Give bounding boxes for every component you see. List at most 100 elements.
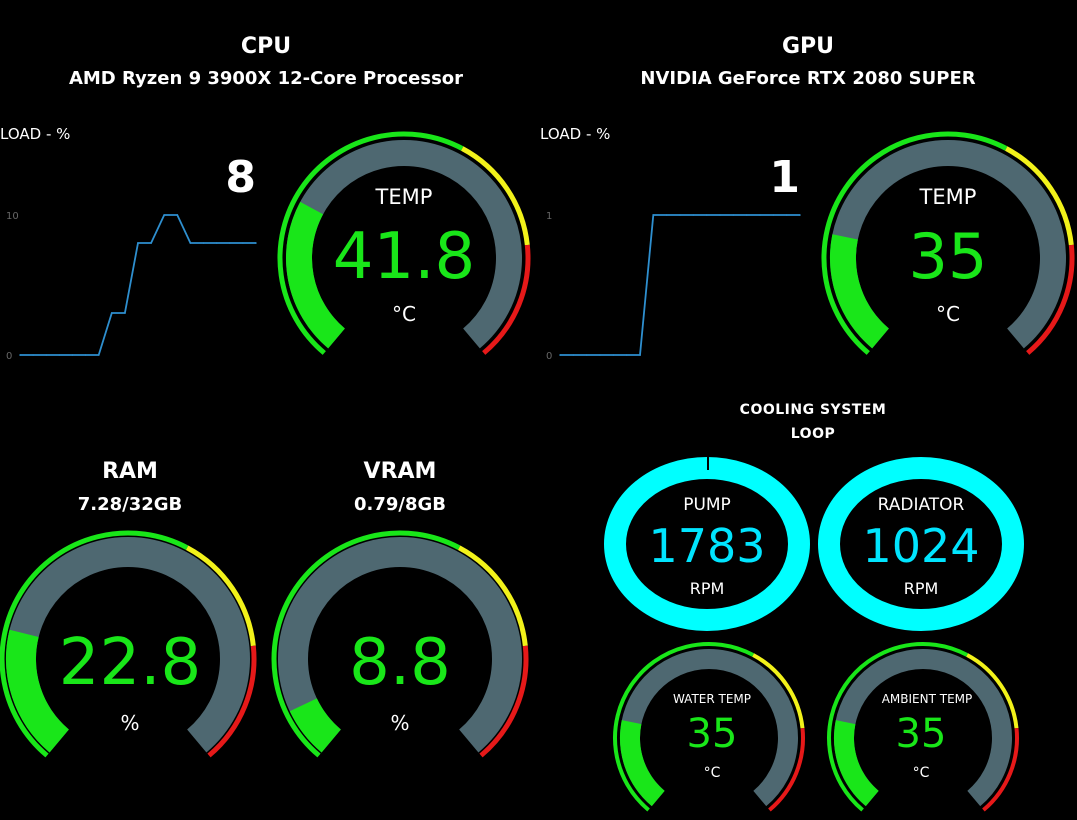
ram-fill [6, 629, 70, 753]
gpu-load-value: 1 [769, 152, 800, 203]
gpu-load-point [612, 354, 615, 356]
gpu-load-series-line [560, 214, 800, 356]
water-temp-fill [620, 720, 665, 807]
cpu-temp-unit: °C [392, 302, 416, 326]
vram-title: VRAM [363, 459, 437, 484]
gpu-load-point [639, 354, 641, 356]
gpu-temp-scale-yellow [1005, 146, 1074, 246]
vram-value: 8.8 [349, 626, 451, 700]
vram-unit: % [390, 711, 409, 735]
gpu-load-point [679, 214, 681, 216]
gpu-load-tick-max: 1 [546, 211, 552, 222]
gpu-load-point [665, 214, 668, 216]
gpu-load-point [799, 214, 801, 216]
gpu-load-chart: 1 1 0 [546, 152, 801, 362]
cpu-temp-fill [286, 201, 346, 349]
pump-unit: RPM [690, 579, 725, 598]
ambient-temp-scale-red [982, 727, 1019, 812]
vram-scale-yellow [457, 545, 528, 647]
ambient-temp-scale-yellow [966, 653, 1019, 729]
gpu-load-tick-min: 0 [546, 351, 552, 362]
cpu-temp-label: TEMP [375, 185, 433, 209]
water-temp-label: WATER TEMP [673, 692, 751, 706]
ram-gauge-arcs [0, 530, 257, 758]
ambient-temp-scale-green [827, 642, 969, 812]
gpu-load-point [745, 214, 748, 216]
cpu-temp-scale-yellow [461, 146, 530, 246]
cpu-model: AMD Ryzen 9 3900X 12-Core Processor [68, 68, 464, 89]
cpu-load-value: 8 [225, 152, 256, 203]
ambient-temp-label: AMBIENT TEMP [882, 692, 973, 706]
cpu-temp-scale-red [482, 244, 531, 355]
cpu-load-point [189, 242, 192, 244]
radiator-unit: RPM [904, 579, 939, 598]
radiator-value: 1024 [862, 519, 979, 573]
cpu-load-point [124, 312, 126, 314]
water-temp-gauge: WATER TEMP 35 °C [613, 642, 805, 812]
ambient-temp-unit: °C [913, 765, 930, 781]
vram-track [278, 537, 522, 753]
gpu-load-point [719, 214, 721, 216]
water-temp-scale-yellow [752, 653, 805, 729]
cpu-load-point [71, 354, 74, 356]
ram-usage: 7.28/32GB [77, 494, 183, 515]
cooling-title: COOLING SYSTEM [739, 402, 887, 418]
cpu-load-point [150, 242, 152, 244]
gpu-model: NVIDIA GeForce RTX 2080 SUPER [640, 68, 976, 89]
gpu-load-point [785, 214, 788, 216]
gpu-temp-scale-red [1026, 244, 1075, 355]
gpu-load-point [732, 214, 735, 216]
ram-title: RAM [102, 459, 158, 484]
cpu-load-point [97, 354, 100, 356]
cpu-load-point [45, 354, 47, 356]
cpu-title: CPU [240, 34, 292, 59]
gpu-temp-value: 35 [909, 220, 988, 293]
cpu-temp-scale-green [277, 131, 464, 355]
gpu-load-label: LOAD - % [540, 125, 611, 143]
ambient-temp-fill [834, 720, 879, 807]
ram-scale-yellow [185, 545, 256, 647]
cpu-load-tick-min: 0 [6, 351, 12, 362]
cpu-load-point [255, 242, 257, 244]
gpu-load-point [625, 354, 628, 356]
cpu-load-tick-max: 10 [6, 211, 19, 222]
gpu-load-point [692, 214, 695, 216]
cpu-load-point [176, 214, 179, 216]
gpu-temp-gauge: TEMP 35 °C [821, 131, 1075, 355]
radiator-label: RADIATOR [878, 495, 965, 515]
radiator-ring: RADIATOR 1024 RPM [818, 457, 1024, 631]
radiator-ring-track [818, 457, 1024, 631]
cpu-load-point [215, 242, 218, 244]
vram-scale-red [479, 645, 529, 758]
cooling-subtitle: LOOP [790, 426, 836, 442]
ambient-temp-value: 35 [896, 711, 947, 757]
gpu-load-point [572, 354, 575, 356]
cpu-load-point [163, 214, 165, 216]
ambient-temp-gauge-arcs [827, 642, 1019, 812]
gpu-temp-scale-green [821, 131, 1008, 355]
gpu-load-point [705, 214, 708, 216]
gpu-load-point [559, 354, 561, 356]
gpu-load-point [599, 354, 601, 356]
vram-scale-green [271, 530, 461, 758]
water-temp-scale-red [768, 727, 805, 812]
gpu-load-point [585, 354, 588, 356]
gpu-load-point [772, 214, 775, 216]
cpu-temp-gauge: TEMP 41.8 °C [277, 131, 531, 355]
ram-gauge: 22.8 % [0, 530, 257, 758]
water-temp-scale-green [613, 642, 755, 812]
ram-unit: % [120, 711, 139, 735]
pump-ring: PUMP 1783 RPM [604, 446, 810, 631]
water-temp-value: 35 [687, 711, 738, 757]
gpu-temp-label: TEMP [919, 185, 977, 209]
ram-value: 22.8 [59, 626, 202, 700]
gpu-load-point [759, 214, 761, 216]
cpu-load-point [32, 354, 34, 356]
ambient-temp-gauge: AMBIENT TEMP 35 °C [827, 642, 1019, 812]
cpu-load-point [202, 242, 205, 244]
gpu-temp-unit: °C [936, 302, 960, 326]
pump-label: PUMP [683, 495, 731, 515]
vram-gauge-arcs [271, 530, 529, 758]
cpu-temp-gauge-arcs [277, 131, 531, 355]
cpu-load-point [58, 354, 61, 356]
